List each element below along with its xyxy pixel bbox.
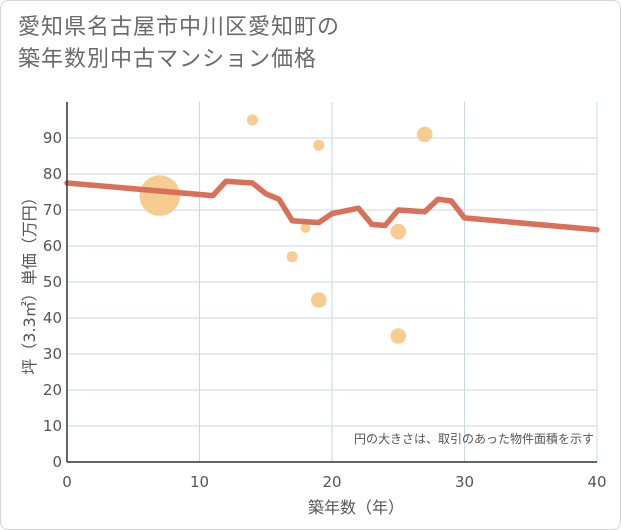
x-axis-label: 築年数（年） [308,498,404,517]
y-tick-label: 80 [43,165,62,183]
y-tick-label: 30 [43,345,62,363]
bubble-point [139,175,181,216]
y-axis-label: 坪（3.3㎡）単価（万円） [20,189,39,374]
x-tick-label: 0 [62,473,72,491]
x-tick-label: 10 [190,473,209,491]
bubble-point [310,292,327,308]
x-tick-label: 40 [587,473,606,491]
trend-line [64,178,600,233]
bubble-size-note: 円の大きさは、取引のあった物件面積を示す [354,431,594,446]
bubble-point [390,223,407,240]
bubble-point [247,114,258,126]
x-tick-label: 30 [455,473,474,491]
y-tick-label: 90 [43,129,62,147]
y-tick-label: 60 [43,237,62,255]
axes: 0 10 20 30 40 50 60 70 80 90 0 10 20 30 40 [43,102,607,491]
bubble-point [286,251,298,263]
bubble-point [313,139,325,151]
y-tick-label: 70 [43,201,62,219]
x-tick-label: 20 [322,473,341,491]
bubble-point [300,223,311,233]
trend-line-series [64,178,600,233]
bubble-series [139,114,433,344]
y-tick-label: 0 [52,453,62,471]
chart-title-line-2: 築年数別中古マンション価格 [18,47,318,72]
grid-lines [67,102,598,462]
chart-title-line-1: 愛知県名古屋市中川区愛知町の [18,15,341,40]
y-tick-label: 20 [43,381,62,399]
y-tick-label: 10 [43,417,62,435]
chart-title: 愛知県名古屋市中川区愛知町の 築年数別中古マンション価格 [18,12,340,76]
y-tick-label: 40 [43,309,62,327]
bubble-point [416,126,433,143]
y-tick-label: 50 [43,273,62,291]
bubble-point [390,328,407,344]
